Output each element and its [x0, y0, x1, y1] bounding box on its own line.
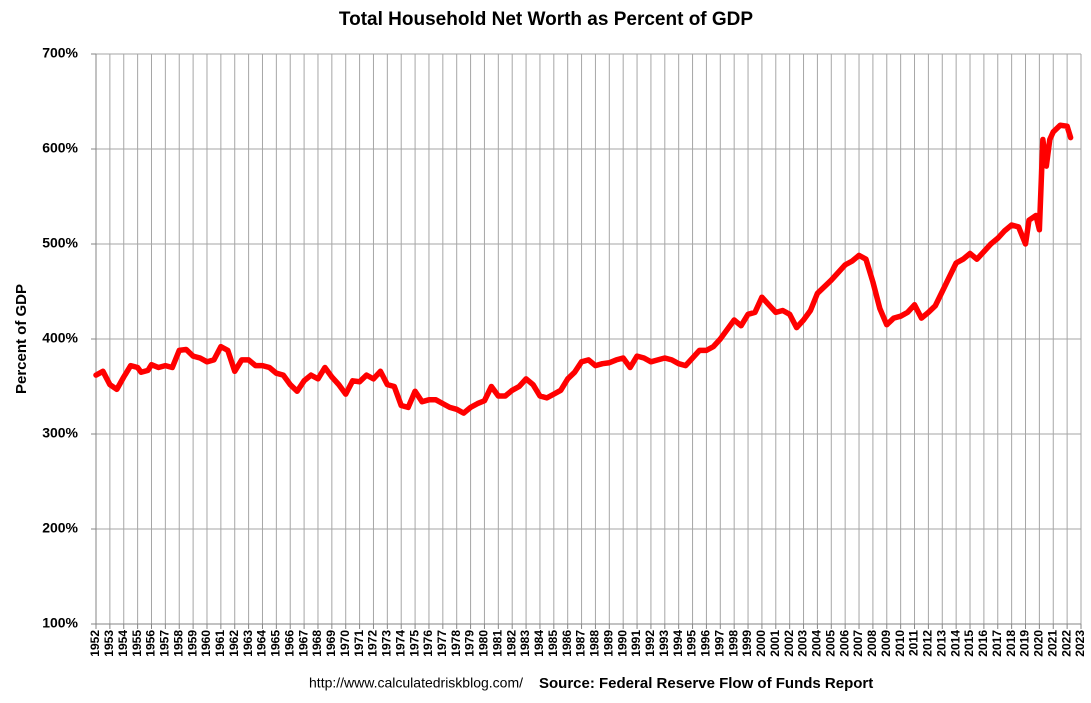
- x-tick-label: 1973: [380, 630, 394, 657]
- x-tick-label: 2015: [962, 630, 976, 657]
- x-tick-label: 2004: [810, 630, 824, 657]
- x-tick-label: 1958: [171, 630, 185, 657]
- x-tick-label: 1985: [546, 630, 560, 657]
- y-tick-label: 500%: [42, 235, 78, 251]
- x-tick-label: 1969: [324, 630, 338, 657]
- x-tick-label: 2020: [1032, 630, 1046, 657]
- x-tick-label: 1982: [504, 630, 518, 657]
- x-tick-label: 1974: [393, 630, 407, 657]
- x-tick-label: 1983: [518, 630, 532, 657]
- y-tick-label: 200%: [42, 520, 78, 536]
- x-tick-label: 1962: [227, 630, 241, 657]
- x-tick-label: 2008: [865, 630, 879, 657]
- plot: [93, 122, 1074, 416]
- x-tick-label: 1992: [643, 630, 657, 657]
- x-tick-label: 1991: [629, 630, 643, 657]
- x-tick-label: 1964: [255, 630, 269, 657]
- x-tick-label: 1989: [601, 630, 615, 657]
- x-tick-label: 1966: [282, 630, 296, 657]
- x-tick-label: 2013: [934, 630, 948, 657]
- x-tick-label: 1976: [421, 630, 435, 657]
- x-tick-label: 2017: [990, 630, 1004, 657]
- x-tick-label: 2023: [1073, 630, 1087, 657]
- x-tick-label: 2002: [782, 630, 796, 657]
- x-tick-label: 1954: [116, 630, 130, 657]
- x-tick-label: 1957: [158, 630, 172, 657]
- y-tick-label: 100%: [42, 615, 78, 631]
- x-tick-label: 1984: [532, 630, 546, 657]
- x-tick-label: 1993: [657, 630, 671, 657]
- x-tick-label: 1977: [435, 630, 449, 657]
- x-tick-label: 1988: [588, 630, 602, 657]
- x-tick-label: 1995: [685, 630, 699, 657]
- x-tick-label: 1987: [574, 630, 588, 657]
- x-tick-label: 1996: [699, 630, 713, 657]
- x-tick-label: 1998: [726, 630, 740, 657]
- x-tick-label: 2016: [976, 630, 990, 657]
- x-tick-label: 2005: [823, 630, 837, 657]
- x-tick-label: 1997: [712, 630, 726, 657]
- x-tick-label: 1959: [185, 630, 199, 657]
- x-tick-label: 2022: [1059, 630, 1073, 657]
- x-tick-label: 2014: [948, 630, 962, 657]
- x-tick-label: 2007: [851, 630, 865, 657]
- x-tick-label: 2001: [768, 630, 782, 657]
- x-tick-label: 2000: [754, 630, 768, 657]
- x-tick-label: 1960: [199, 630, 213, 657]
- x-tick-label: 2010: [893, 630, 907, 657]
- y-tick-label: 300%: [42, 425, 78, 441]
- data-line: [93, 122, 1074, 416]
- source-note: Source: Federal Reserve Flow of Funds Re…: [539, 675, 873, 692]
- x-tick-label: 1965: [269, 630, 283, 657]
- x-tick-label: 1967: [296, 630, 310, 657]
- x-tick-label: 1979: [463, 630, 477, 657]
- x-tick-label: 2021: [1045, 630, 1059, 657]
- x-tick-label: 1971: [352, 630, 366, 657]
- x-tick-label: 1952: [88, 630, 102, 657]
- x-tick-label: 2009: [879, 630, 893, 657]
- x-tick-label: 1999: [740, 630, 754, 657]
- x-tick-label: 1972: [366, 630, 380, 657]
- y-tick-label: 700%: [42, 45, 78, 61]
- x-tick-label: 2018: [1004, 630, 1018, 657]
- x-tick-label: 1963: [241, 630, 255, 657]
- x-tick-label: 1953: [102, 630, 116, 657]
- x-tick-label: 1978: [449, 630, 463, 657]
- chart-title: Total Household Net Worth as Percent of …: [339, 9, 753, 30]
- x-tick-label: 1980: [477, 630, 491, 657]
- x-tick-label: 1968: [310, 630, 324, 657]
- y-tick-label: 400%: [42, 330, 78, 346]
- y-tick-label: 600%: [42, 140, 78, 156]
- x-tick-label: 1970: [338, 630, 352, 657]
- y-axis-label: Percent of GDP: [13, 284, 30, 394]
- x-tick-label: 1981: [490, 630, 504, 657]
- x-tick-label: 1994: [671, 630, 685, 657]
- x-tick-label: 1955: [130, 630, 144, 657]
- grid: 100% 200% 300% 400% 500% 600% 700% 1952 1953 1954…: [42, 45, 1087, 657]
- x-tick-label: 2019: [1018, 630, 1032, 657]
- x-tick-label: 2003: [796, 630, 810, 657]
- x-tick-label: 1975: [407, 630, 421, 657]
- x-tick-label: 1986: [560, 630, 574, 657]
- x-tick-label: 2012: [921, 630, 935, 657]
- x-tick-label: 2011: [907, 630, 921, 656]
- x-tick-label: 1990: [615, 630, 629, 657]
- x-tick-label: 1956: [144, 630, 158, 657]
- x-tick-label: 2006: [837, 630, 851, 657]
- x-tick-label: 1961: [213, 630, 227, 657]
- source-url: http://www.calculatedriskblog.com/: [309, 675, 523, 691]
